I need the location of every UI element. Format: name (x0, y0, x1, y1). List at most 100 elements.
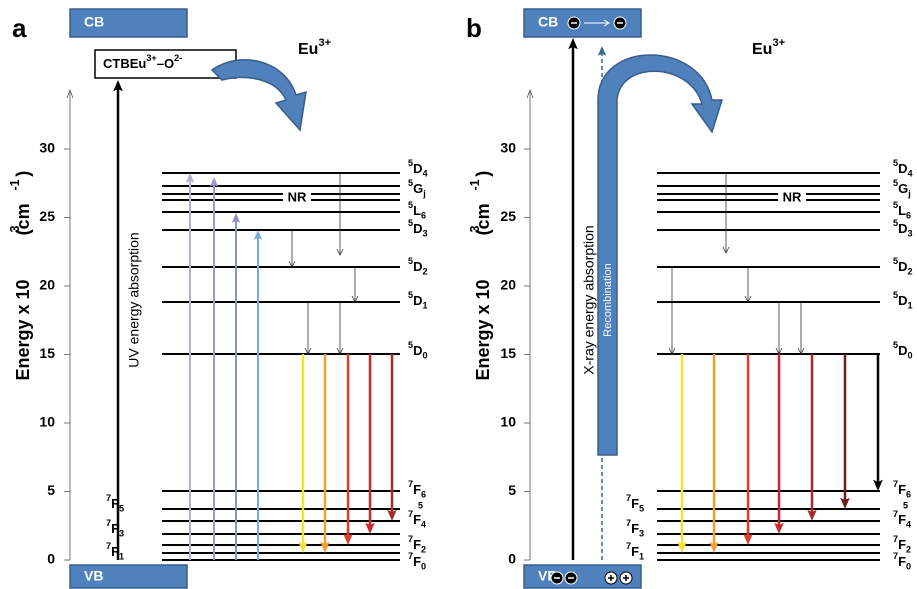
y-tick-label: 5 (47, 482, 55, 498)
level-label-part: F (898, 537, 906, 552)
ion-label: Eu3+ (752, 37, 786, 58)
level-label-part: G (413, 181, 423, 196)
level-label-part: 3 (422, 229, 427, 239)
axis-label-part: 3 (8, 225, 22, 232)
arrow-head (722, 246, 730, 254)
emission-arrow (840, 354, 850, 509)
emission-arrow (807, 354, 817, 521)
transfer-arrow (210, 59, 307, 132)
level-label-part: D (898, 221, 907, 236)
y-tick-label: 25 (39, 208, 55, 224)
ion-label-part: 3+ (772, 37, 785, 49)
level-label: 7F5 (106, 494, 124, 514)
level-label: 7F1 (626, 542, 644, 562)
level-label-part: 5 (893, 179, 898, 189)
level-label-part: D (898, 293, 907, 308)
level-label-part: F (631, 496, 639, 511)
level-label: 5D2 (408, 257, 428, 277)
vb-label: VB (84, 568, 103, 584)
ion-label: Eu3+ (298, 37, 332, 58)
absorption-label: UV energy absorption (126, 232, 142, 367)
y-tick-label: 0 (508, 551, 516, 567)
level-label-fragment: 5 (903, 500, 908, 510)
level-label-part: F (413, 512, 421, 527)
y-tick-label: 25 (500, 208, 516, 224)
axis-label-part: Energy x 10 (473, 279, 493, 380)
vb-box (69, 564, 188, 589)
arrow-head (709, 541, 719, 553)
level-label-part: 0 (422, 351, 427, 361)
level-label-part: 4 (421, 520, 427, 530)
level-label-part: F (111, 496, 119, 511)
level-label-part: F (631, 544, 639, 559)
level-label-part: 5 (408, 179, 413, 189)
arrow-head (807, 509, 817, 521)
level-label-part: 5 (408, 159, 413, 169)
level-label-part: F (898, 554, 906, 569)
level-label-part: L (898, 203, 906, 218)
level-label: 5L6 (893, 201, 911, 221)
level-label-part: 2 (421, 545, 426, 555)
level-label-part: 0 (906, 562, 911, 572)
arrow-head (209, 177, 219, 187)
level-label: 5D2 (893, 257, 913, 277)
y-tick-label: 0 (47, 551, 55, 567)
level-label: 5D1 (408, 291, 428, 311)
level-label-part: 3 (907, 229, 912, 239)
level-label-part: F (111, 544, 119, 559)
level-label-part: 7 (408, 480, 413, 490)
level-label-part: 5 (893, 201, 898, 211)
emission-arrow (709, 354, 719, 553)
y-tick-label: 10 (500, 414, 516, 430)
level-label-part: 1 (639, 552, 644, 562)
axis-label-part: (cm (473, 203, 493, 240)
cb-box (69, 8, 188, 38)
level-label-part: F (898, 482, 906, 497)
y-tick-label: 30 (500, 140, 516, 156)
recombination-arrow (597, 54, 724, 456)
emission-arrow (677, 354, 687, 553)
arrow-head (336, 248, 344, 256)
level-label-part: 5 (893, 159, 898, 169)
level-label-part: 4 (907, 169, 913, 179)
electron-move-head (603, 19, 610, 27)
arrow-head (343, 533, 353, 545)
arrow-head (231, 213, 241, 223)
level-label: 7F3 (106, 519, 124, 539)
level-label: 7F2 (408, 535, 426, 555)
level-label-part: 7 (626, 494, 631, 504)
level-label-part: L (413, 203, 421, 218)
arrow-head (320, 541, 330, 553)
level-label-part: D (413, 161, 422, 176)
arrow-head (336, 347, 344, 355)
nr-bg (283, 190, 311, 204)
level-label-part: 6 (906, 211, 911, 221)
level-label: 7F3 (626, 519, 644, 539)
level-label: 5D3 (408, 219, 428, 239)
level-label-part: 5 (639, 504, 644, 514)
level-label: 5D0 (408, 341, 428, 361)
emission-arrow (774, 354, 784, 534)
level-label-part: F (413, 554, 421, 569)
emission-arrow (343, 354, 353, 545)
level-label: 5D4 (893, 159, 913, 179)
emission-arrow (873, 354, 883, 491)
absorption-arrow (113, 80, 123, 560)
arrow-head (113, 80, 123, 92)
level-label-part: D (413, 343, 422, 358)
arrow-head (568, 38, 578, 50)
level-label-part: 5 (408, 341, 413, 351)
nr-label: NR (288, 189, 307, 204)
level-label-part: 5 (408, 257, 413, 267)
level-label: 7F1 (106, 542, 124, 562)
ctb-box (94, 49, 237, 79)
excitation-arrow (209, 177, 219, 560)
level-label: 5Gj (893, 179, 911, 199)
level-label-part: F (898, 512, 906, 527)
arrow-head (744, 295, 752, 303)
ctb-label-part: –O (157, 56, 174, 71)
arrow-head (668, 347, 676, 355)
level-label-part: F (631, 521, 639, 536)
level-label-fragment: 5 (418, 500, 423, 510)
axis-label-part: -1 (468, 179, 482, 190)
